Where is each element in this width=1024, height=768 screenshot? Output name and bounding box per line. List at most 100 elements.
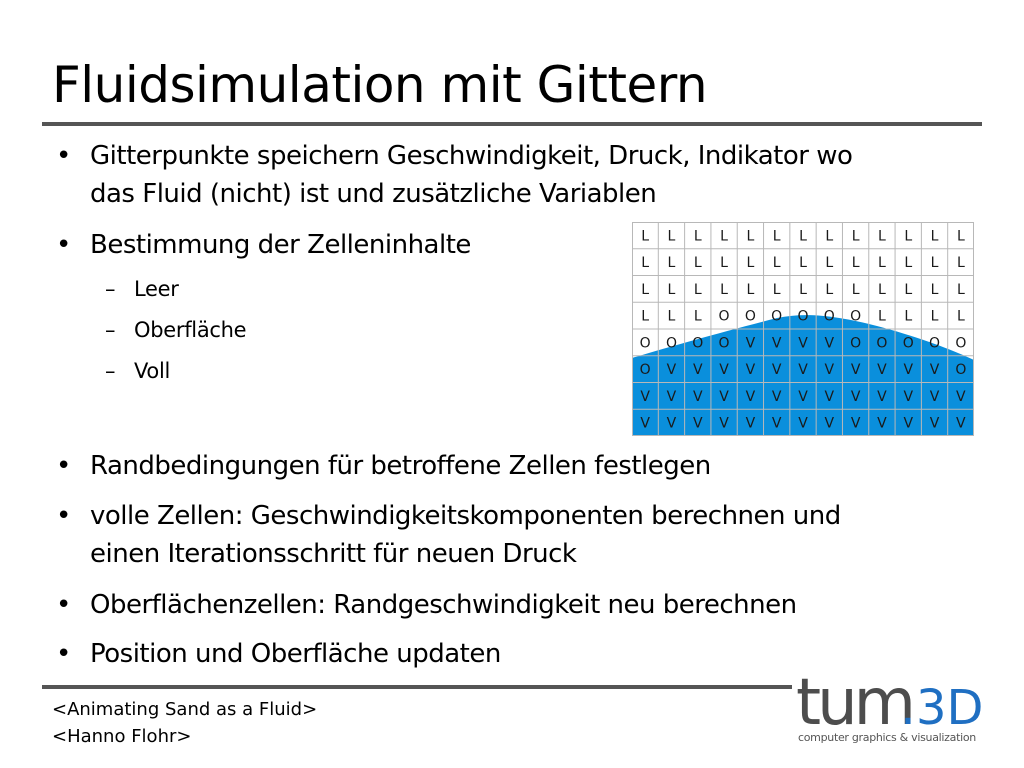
grid-cell-label: V: [851, 362, 861, 378]
grid-cell-label: V: [693, 362, 703, 378]
grid-cell-label: V: [772, 335, 782, 351]
grid-cell-label: V: [930, 389, 940, 405]
grid-cell-label: O: [850, 309, 861, 325]
grid-cell-label: V: [693, 416, 703, 432]
grid-cell-label: O: [771, 309, 782, 325]
bullet-text: das Fluid (nicht) ist und zusätzliche Va…: [90, 179, 657, 209]
grid-cell-label: V: [825, 335, 835, 351]
bullet-text: Randbedingungen für betroffene Zellen fe…: [90, 451, 711, 481]
grid-cell-label: V: [667, 416, 677, 432]
title-underline: [42, 122, 982, 126]
grid-cell-label: L: [694, 255, 702, 271]
grid-cell-label: V: [903, 362, 913, 378]
logo-tagline: computer graphics & visualization: [798, 731, 976, 744]
tum3d-logo: tum . 3D: [796, 666, 984, 730]
grid-cell-label: L: [694, 228, 702, 244]
grid-cell-label: O: [955, 335, 966, 351]
bullet-text: Oberflächenzellen: Randgeschwindigkeit n…: [90, 590, 797, 620]
grid-cell-label: L: [668, 255, 676, 271]
bullet-marker: •: [56, 141, 72, 171]
bullet-text: Position und Oberfläche updaten: [90, 639, 501, 669]
grid-cell-label: V: [798, 335, 808, 351]
grid-cell-labels: L L L L L L L L L L L L LL L L L L L L L L L L L LL L L L L L L L L L L L LL…: [640, 228, 967, 431]
grid-cell-label: V: [877, 389, 887, 405]
grid-cell-label: L: [720, 282, 728, 298]
grid-cell-label: L: [904, 282, 912, 298]
grid-cell-label: V: [772, 416, 782, 432]
grid-cell-label: L: [852, 282, 860, 298]
grid-cell-label: V: [930, 362, 940, 378]
grid-cell-label: L: [931, 255, 939, 271]
grid-cell-label: L: [852, 228, 860, 244]
grid-cell-label: L: [957, 309, 965, 325]
grid-cell-label: V: [956, 389, 966, 405]
footer-author: <Hanno Flohr>: [52, 726, 192, 747]
slide-title: Fluidsimulation mit Gittern: [52, 56, 708, 114]
fluid-surface: [632, 315, 974, 436]
grid-cell-label: V: [903, 389, 913, 405]
grid-cell-label: L: [878, 228, 886, 244]
bullet-text: Bestimmung der Zelleninhalte: [90, 230, 471, 260]
footer-rule: [42, 685, 792, 689]
grid-cell-label: O: [850, 335, 861, 351]
grid-cell-label: V: [772, 389, 782, 405]
logo-dot: .: [900, 678, 916, 730]
grid-cell-label: L: [799, 255, 807, 271]
grid-cell-label: V: [825, 362, 835, 378]
grid-cell-label: L: [931, 282, 939, 298]
sub-bullet-text: Leer: [134, 277, 179, 301]
grid-cell-label: O: [955, 362, 966, 378]
grid-cell-label: V: [746, 389, 756, 405]
grid-cell-label: L: [957, 282, 965, 298]
grid-cell-label: L: [641, 282, 649, 298]
grid-cell-label: V: [719, 362, 729, 378]
grid-cell-label: V: [719, 389, 729, 405]
grid-cell-label: O: [745, 309, 756, 325]
grid-cell-label: L: [878, 309, 886, 325]
grid-cell-label: L: [641, 255, 649, 271]
grid-cell-label: V: [667, 362, 677, 378]
grid-cell-label: O: [797, 309, 808, 325]
grid-cell-label: O: [929, 335, 940, 351]
grid-lines: [632, 222, 974, 436]
grid-cell-label: L: [720, 228, 728, 244]
footer-presentation-title: <Animating Sand as a Fluid>: [52, 699, 318, 720]
grid-cell-label: L: [878, 282, 886, 298]
grid-cell-label: L: [720, 255, 728, 271]
bullet-text: volle Zellen: Geschwindigkeitskomponente…: [90, 501, 841, 531]
grid-cell-label: L: [799, 228, 807, 244]
grid-cell-label: L: [641, 228, 649, 244]
logo-tum-text: tum: [796, 666, 912, 730]
grid-cell-label: V: [719, 416, 729, 432]
grid-cell-label: V: [877, 362, 887, 378]
grid-cell-label: V: [877, 416, 887, 432]
grid-cell-label: O: [903, 335, 914, 351]
grid-cell-label: V: [903, 416, 913, 432]
grid-cell-label: O: [640, 362, 651, 378]
grid-cell-label: L: [694, 309, 702, 325]
grid-cell-label: L: [931, 309, 939, 325]
bullet-marker: •: [56, 230, 72, 260]
grid-cell-label: L: [931, 228, 939, 244]
grid-cell-label: V: [798, 362, 808, 378]
bullet-marker: •: [56, 590, 72, 620]
bullet-marker: •: [56, 501, 72, 531]
grid-cell-label: V: [851, 416, 861, 432]
grid-cell-label: V: [798, 416, 808, 432]
grid-cell-label: O: [719, 335, 730, 351]
grid-cell-label: L: [904, 309, 912, 325]
grid-cell-label: V: [640, 416, 650, 432]
grid-cell-label: L: [825, 228, 833, 244]
grid-cell-label: V: [746, 416, 756, 432]
grid-cell-label: L: [746, 255, 754, 271]
grid-cell-label: V: [640, 389, 650, 405]
grid-cell-label: L: [799, 282, 807, 298]
grid-cell-label: V: [956, 416, 966, 432]
sub-bullet-text: Voll: [134, 359, 171, 383]
grid-cell-label: V: [851, 389, 861, 405]
grid-cell-label: L: [957, 228, 965, 244]
grid-cell-label: V: [693, 389, 703, 405]
grid-cell-label: L: [773, 228, 781, 244]
grid-cell-label: O: [692, 335, 703, 351]
grid-cell-label: V: [930, 416, 940, 432]
